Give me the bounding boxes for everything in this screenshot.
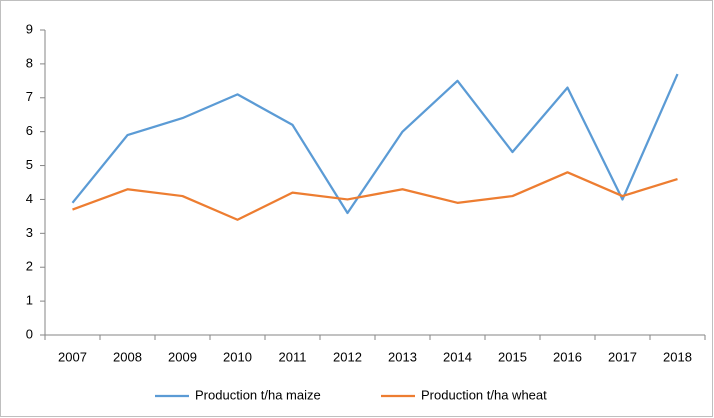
legend-label: Production t/ha maize bbox=[195, 387, 321, 402]
series-line bbox=[72, 171, 678, 221]
x-tick-label: 2016 bbox=[553, 349, 582, 364]
x-tick-label: 2012 bbox=[333, 349, 362, 364]
series-line bbox=[71, 73, 679, 215]
y-tick-label: 5 bbox=[26, 157, 33, 172]
y-tick-label: 2 bbox=[26, 259, 33, 274]
y-tick-label: 6 bbox=[26, 123, 33, 138]
x-tick-label: 2013 bbox=[388, 349, 417, 364]
x-tick-label: 2009 bbox=[168, 349, 197, 364]
y-tick-label: 4 bbox=[26, 191, 33, 206]
y-tick-label: 0 bbox=[26, 326, 33, 341]
y-tick-label: 9 bbox=[26, 21, 33, 36]
x-tick-label: 2017 bbox=[608, 349, 637, 364]
x-tick-label: 2008 bbox=[113, 349, 142, 364]
x-tick-label: 2011 bbox=[279, 349, 307, 364]
y-tick-label: 1 bbox=[26, 293, 33, 308]
x-tick-label: 2018 bbox=[663, 349, 692, 364]
x-tick-label: 2007 bbox=[58, 349, 87, 364]
x-tick-label: 2010 bbox=[223, 349, 252, 364]
x-tick-label: 2014 bbox=[443, 349, 472, 364]
legend-label: Production t/ha wheat bbox=[421, 387, 547, 402]
y-tick-label: 8 bbox=[26, 55, 33, 70]
y-tick-label: 3 bbox=[26, 225, 33, 240]
x-tick-label: 2015 bbox=[498, 349, 527, 364]
y-tick-label: 7 bbox=[26, 89, 33, 104]
